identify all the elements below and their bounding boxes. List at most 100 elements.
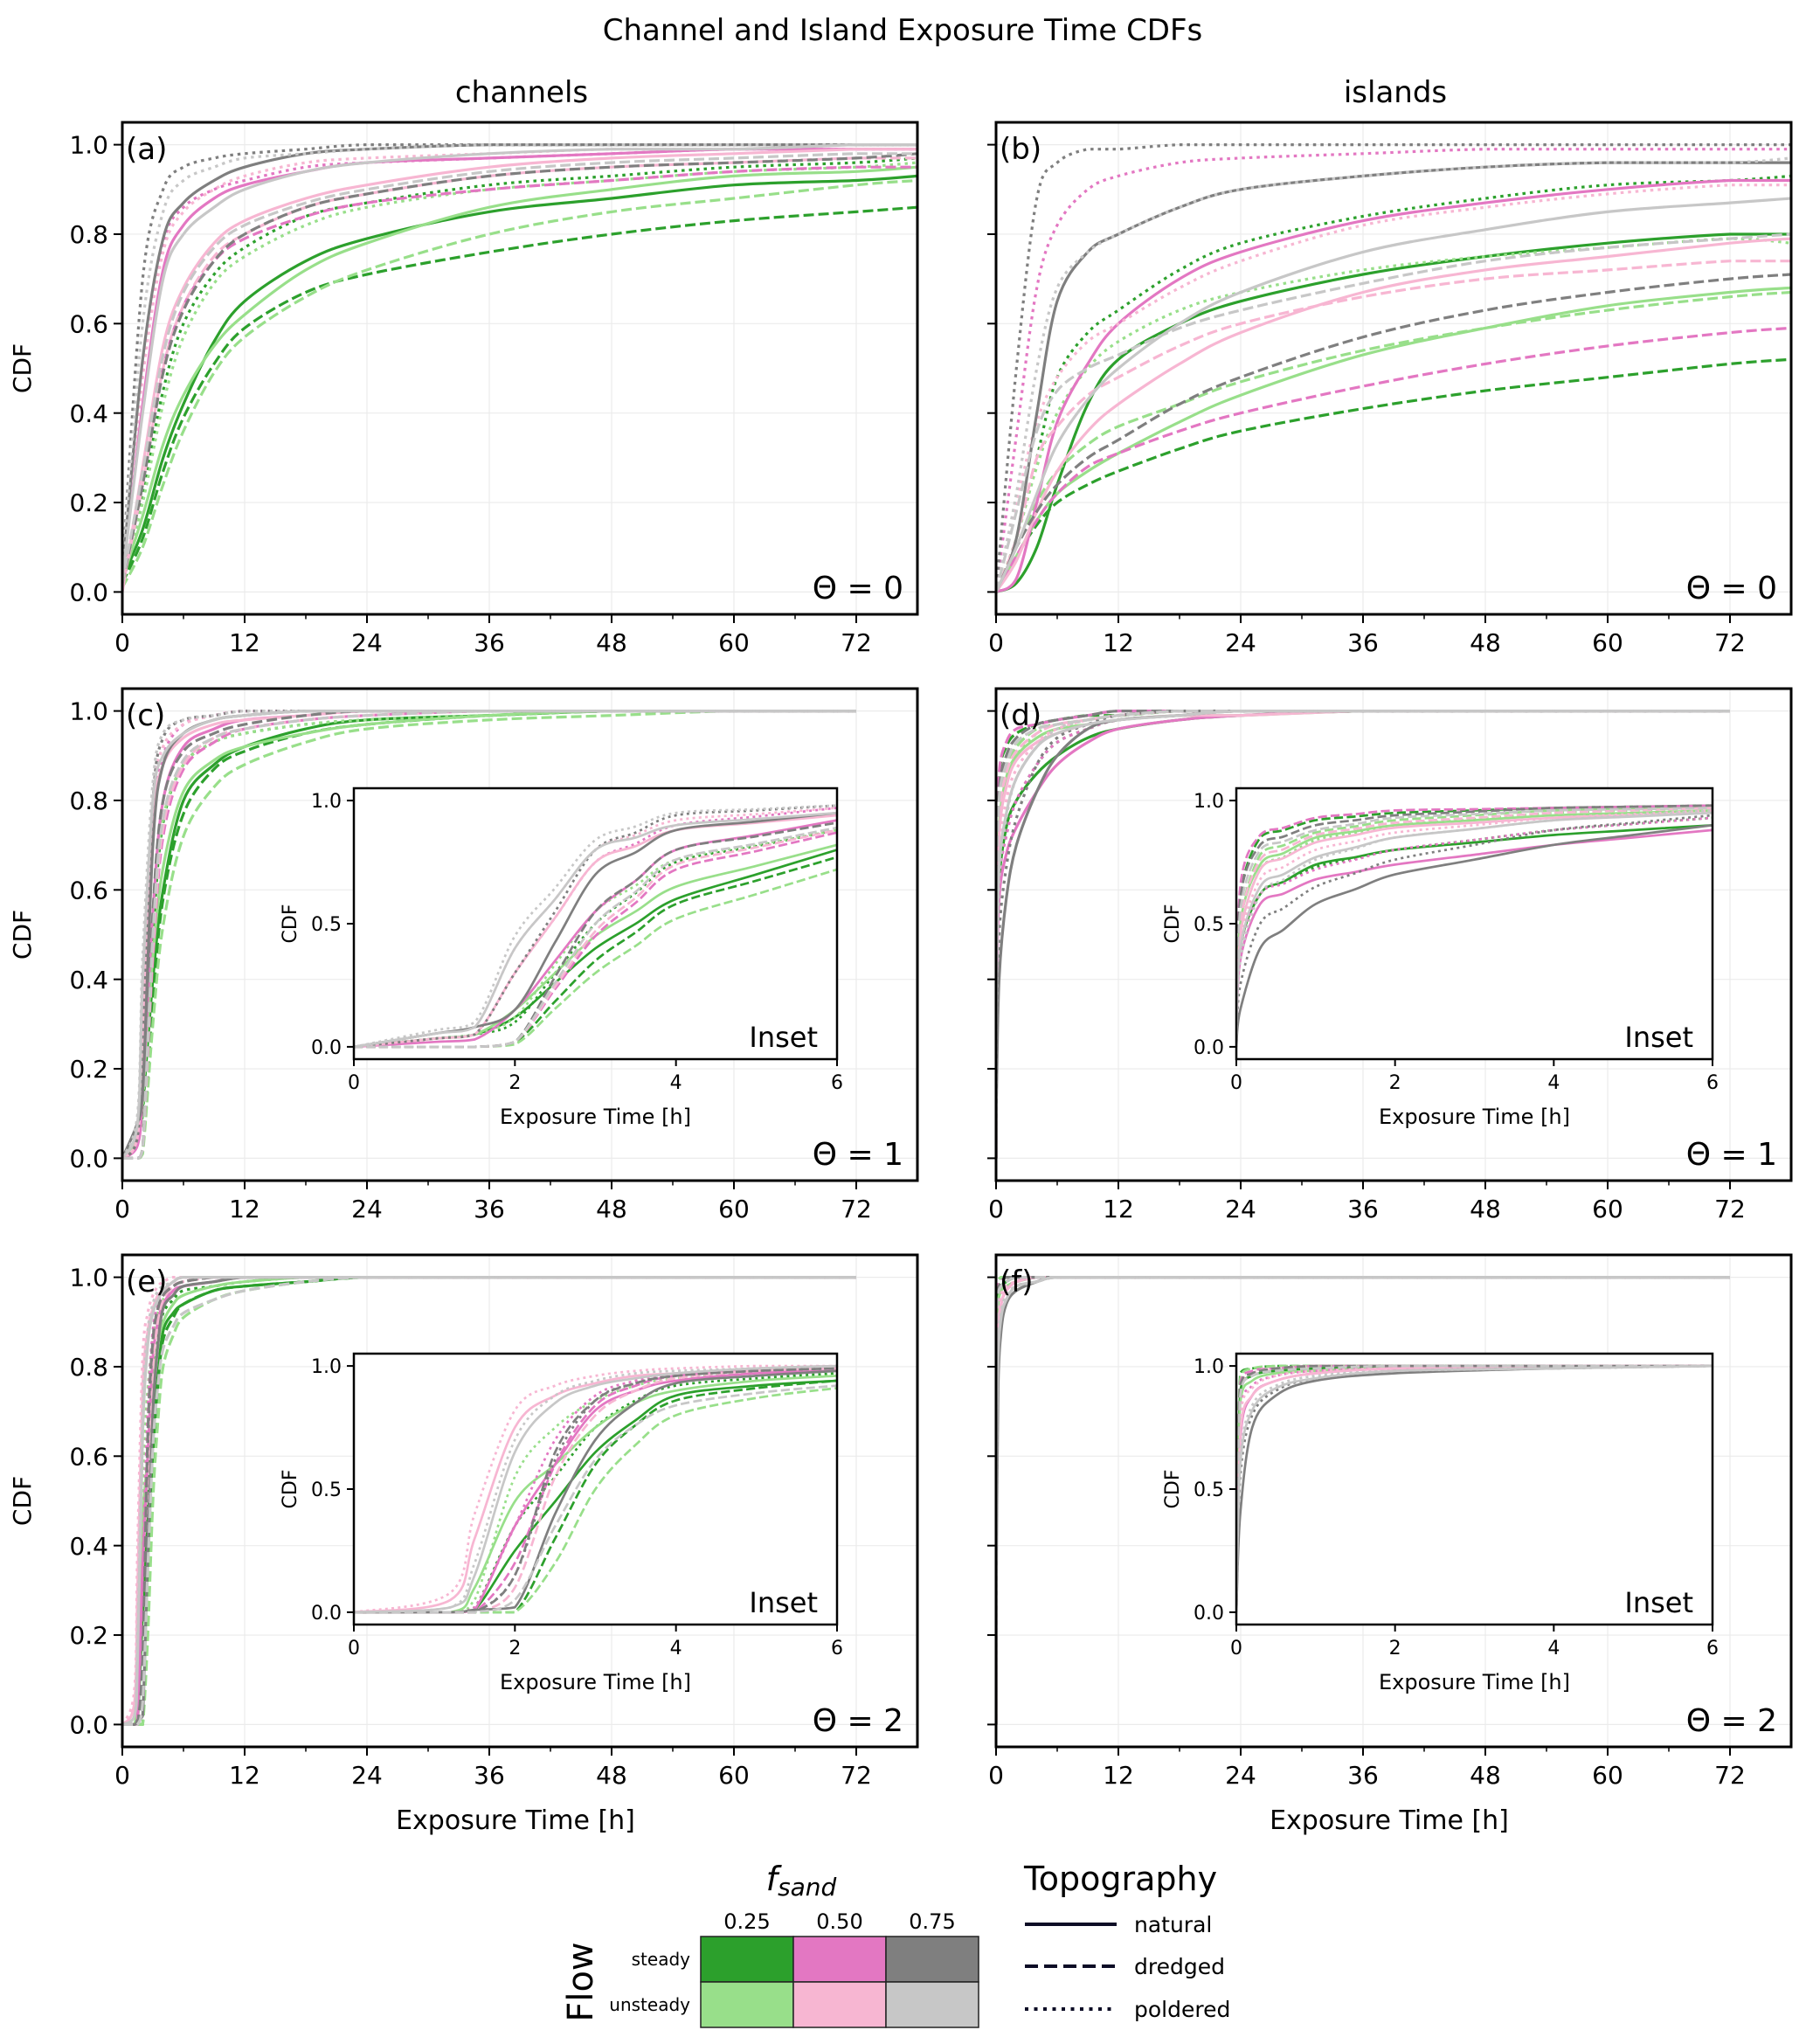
cdf-line-unsteady-0-25-dredged	[122, 709, 856, 1160]
inset-series-group	[1236, 1364, 1713, 1612]
legend-swatch-steady-050	[792, 1936, 887, 1983]
cdf-line-steady-0-75-dredged	[996, 273, 1791, 593]
legend-fsand-value: 0.25	[723, 1909, 770, 1934]
legend-swatch-unsteady-075	[885, 1981, 979, 2028]
y-tick-label: 0.8	[69, 786, 108, 815]
x-tick-label: 24	[1225, 628, 1256, 657]
axes-frame	[994, 687, 1793, 1182]
y-tick-label: 0.6	[69, 876, 108, 904]
series-group	[996, 709, 1730, 1159]
x-tick-label: 72	[1714, 1761, 1746, 1790]
inset-label: Inset	[749, 1586, 818, 1619]
theta-annotation: Θ = 1	[1686, 1137, 1777, 1173]
series-group	[122, 142, 917, 592]
y-axis-label: CDF	[8, 910, 37, 960]
y-tick-label: 1.0	[69, 697, 108, 726]
x-tick-label: 48	[1470, 1761, 1501, 1790]
x-tick-label: 60	[718, 1195, 750, 1223]
inset-y-tick-label: 0.5	[1194, 914, 1224, 936]
inset-cdf-line-unsteady-0-50-natural	[1236, 811, 1713, 1047]
x-tick-label: 72	[841, 1195, 872, 1223]
x-tick-label: 12	[1103, 628, 1134, 657]
inset-cdf-line-unsteady-0-75-natural	[354, 1364, 837, 1614]
inset-cdf-line-steady-0-25-dredged	[354, 856, 837, 1049]
inset-cdf-line-unsteady-0-25-poldered	[354, 1369, 837, 1614]
x-tick-label: 12	[1103, 1195, 1134, 1223]
cdf-line-unsteady-0-75-poldered	[996, 156, 1791, 592]
y-tick-label: 0.4	[69, 966, 108, 994]
series-group	[122, 1275, 856, 1726]
cdf-line-unsteady-0-75-poldered	[122, 1275, 856, 1726]
panel-letter: (b)	[1000, 132, 1041, 167]
figure-title: Channel and Island Exposure Time CDFs	[603, 13, 1203, 48]
theta-annotation: Θ = 0	[813, 571, 903, 606]
cdf-line-unsteady-0-50-poldered	[996, 184, 1791, 592]
y-tick-label: 0.6	[69, 1442, 108, 1471]
inset-x-label: Exposure Time [h]	[500, 1670, 691, 1694]
cdf-line-unsteady-0-50-dredged	[996, 260, 1791, 592]
y-tick-label: 0.2	[69, 488, 108, 517]
inset-label: Inset	[1624, 1586, 1693, 1619]
theta-annotation: Θ = 0	[1686, 571, 1777, 606]
inset-cdf-line-steady-0-75-dredged	[1236, 804, 1713, 1047]
x-tick-label: 24	[351, 1761, 383, 1790]
axes-frame	[121, 121, 919, 616]
inset-x-label: Exposure Time [h]	[500, 1105, 691, 1129]
axes-frame	[994, 121, 1793, 616]
legend-fsand-title: fsand	[766, 1860, 837, 1902]
inset-y-tick-label: 0.0	[1194, 1603, 1224, 1625]
inset-y-label: CDF	[1162, 904, 1184, 944]
legend-topography: Topography natural dredged poldered	[1023, 1860, 1230, 2022]
y-tick-label: 0.6	[69, 309, 108, 338]
x-tick-label: 48	[596, 1195, 627, 1223]
cdf-line-steady-0-25-poldered	[122, 156, 917, 579]
axes-frame	[121, 687, 919, 1182]
x-tick-label: 60	[1592, 628, 1623, 657]
x-tick-label: 0	[988, 1761, 1004, 1790]
inset-x-tick-label: 6	[831, 1072, 843, 1094]
inset-cdf-line-unsteady-0-50-poldered	[1236, 809, 1713, 1047]
x-tick-label: 12	[229, 1761, 260, 1790]
inset-x-tick-label: 0	[1230, 1638, 1242, 1659]
x-tick-label: 12	[1103, 1761, 1134, 1790]
panel-letter: (f)	[1000, 1265, 1034, 1299]
inset-cdf-line-steady-0-25-dredged	[354, 1379, 837, 1614]
inset-x-tick-label: 4	[1547, 1072, 1560, 1094]
y-tick-label: 0.2	[69, 1621, 108, 1650]
x-tick-label: 0	[988, 1195, 1004, 1223]
cdf-line-unsteady-0-75-natural	[996, 197, 1791, 593]
inset-x-tick-label: 4	[1547, 1638, 1560, 1659]
panel-letter: (d)	[1000, 698, 1041, 733]
inset-y-label: CDF	[280, 1470, 301, 1509]
inset-y-tick-label: 1.0	[1194, 1356, 1224, 1378]
cdf-line-unsteady-0-75-poldered	[996, 1275, 1730, 1725]
inset-cdf-line-unsteady-0-75-natural	[354, 811, 837, 1049]
inset-label: Inset	[1624, 1021, 1693, 1054]
series-group	[996, 142, 1791, 593]
cdf-line-unsteady-0-25-natural	[122, 165, 917, 579]
inset-cdf-line-unsteady-0-25-dredged	[354, 868, 837, 1049]
x-tick-label: 60	[718, 628, 750, 657]
x-tick-label: 72	[1714, 628, 1746, 657]
cdf-line-unsteady-0-75-dredged	[996, 232, 1791, 592]
cdf-line-unsteady-0-25-dredged	[122, 178, 917, 589]
inset-x-tick-label: 6	[1706, 1072, 1719, 1094]
x-tick-label: 24	[1225, 1761, 1256, 1790]
inset-cdf-line-unsteady-0-75-dredged	[1236, 807, 1713, 1047]
legend-flow-title: Flow	[561, 1942, 601, 2021]
legend-swatch-steady-075	[885, 1936, 979, 1983]
inset-x-tick-label: 6	[831, 1638, 843, 1659]
x-tick-label: 36	[474, 628, 505, 657]
plot-area	[122, 122, 917, 614]
x-tick-label: 0	[114, 1195, 130, 1223]
inset-cdf-line-steady-0-50-poldered	[354, 1364, 837, 1614]
panels: (a)Θ = 00 12 24 36 48 60 720.00.20.40.60.81.0C…	[8, 121, 1793, 1836]
column-title-channels: channels	[455, 75, 588, 110]
x-tick-label: 36	[1347, 1195, 1379, 1223]
inset-e: 0 2 4 6 0.0 0.5 1.0 CDF Exposure Time [h] Inset	[280, 1352, 843, 1694]
inset-cdf-line-unsteady-0-50-poldered	[354, 1364, 837, 1614]
inset-y-tick-label: 0.5	[1194, 1479, 1224, 1501]
inset-cdf-line-steady-0-75-natural	[1236, 823, 1713, 1048]
